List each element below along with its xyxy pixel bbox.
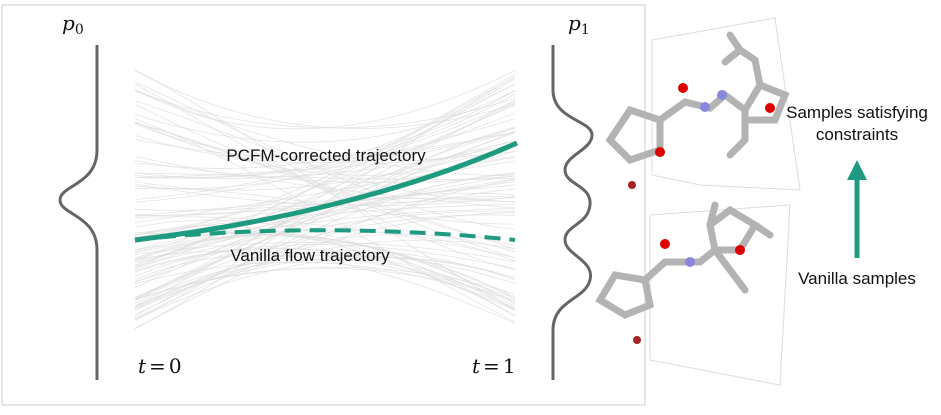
figure: p0 p1 PCFM-corrected trajectory Vanilla … <box>0 0 941 410</box>
vanilla-samples-label: Vanilla samples <box>798 269 916 288</box>
arrow-head <box>847 160 867 180</box>
pcfm-label: PCFM-corrected trajectory <box>226 146 426 165</box>
t1-label: t=1 <box>472 354 516 378</box>
vanilla-label: Vanilla flow trajectory <box>230 246 390 265</box>
t0-label: t=0 <box>138 354 182 378</box>
